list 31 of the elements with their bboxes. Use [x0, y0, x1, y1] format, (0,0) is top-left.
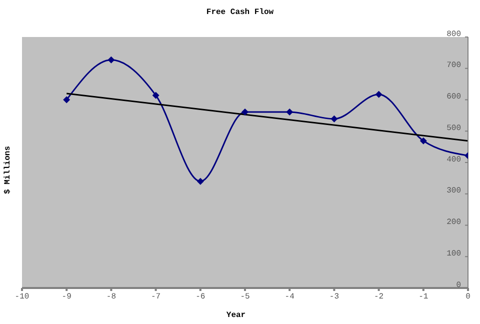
- point: [196, 178, 204, 185]
- x-tick-label: -1: [418, 292, 428, 302]
- y-tick-label: 200: [446, 218, 462, 228]
- point: [63, 96, 70, 104]
- x-tick-label: -8: [106, 292, 116, 302]
- x-tick-label: -5: [240, 292, 250, 302]
- y-tick-label: 500: [446, 124, 462, 133]
- y-tick-label: 700: [446, 61, 462, 70]
- y-tick-label: 800: [446, 30, 462, 39]
- y-tick-label: 300: [446, 186, 462, 196]
- y-tick-label: 600: [446, 92, 462, 102]
- x-tick-label: -6: [196, 292, 206, 302]
- x-axis-title: Year: [225, 311, 247, 320]
- point: [420, 137, 427, 144]
- point: [286, 108, 294, 116]
- y-tick-label: 400: [446, 155, 462, 164]
- x-tick-label: -4: [284, 292, 295, 302]
- x-tick-label: -9: [62, 292, 72, 302]
- y-axis-title: $ Millions: [4, 146, 12, 194]
- x-tick-label: -10: [14, 292, 30, 302]
- x-tick-label: 0: [466, 292, 471, 302]
- y-tick-label: 100: [446, 249, 462, 258]
- point: [108, 56, 115, 64]
- x-tick-label: -7: [150, 292, 161, 302]
- point: [152, 92, 160, 99]
- chart-title: Free Cash Flow: [205, 8, 275, 17]
- point: [375, 90, 382, 98]
- point: [330, 115, 338, 122]
- x-tick-label: -3: [329, 292, 340, 302]
- x-tick-label: -2: [374, 292, 384, 302]
- point: [242, 108, 248, 116]
